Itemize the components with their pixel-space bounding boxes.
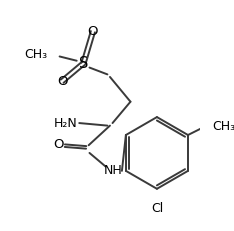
Text: S: S (79, 56, 88, 71)
Text: H₂N: H₂N (54, 117, 77, 130)
Text: O: O (57, 75, 67, 88)
Text: Cl: Cl (151, 202, 163, 216)
Text: CH₃: CH₃ (25, 48, 48, 61)
Text: CH₃: CH₃ (212, 120, 234, 133)
Text: O: O (54, 138, 64, 151)
Text: NH: NH (104, 164, 123, 176)
Text: O: O (88, 25, 98, 38)
